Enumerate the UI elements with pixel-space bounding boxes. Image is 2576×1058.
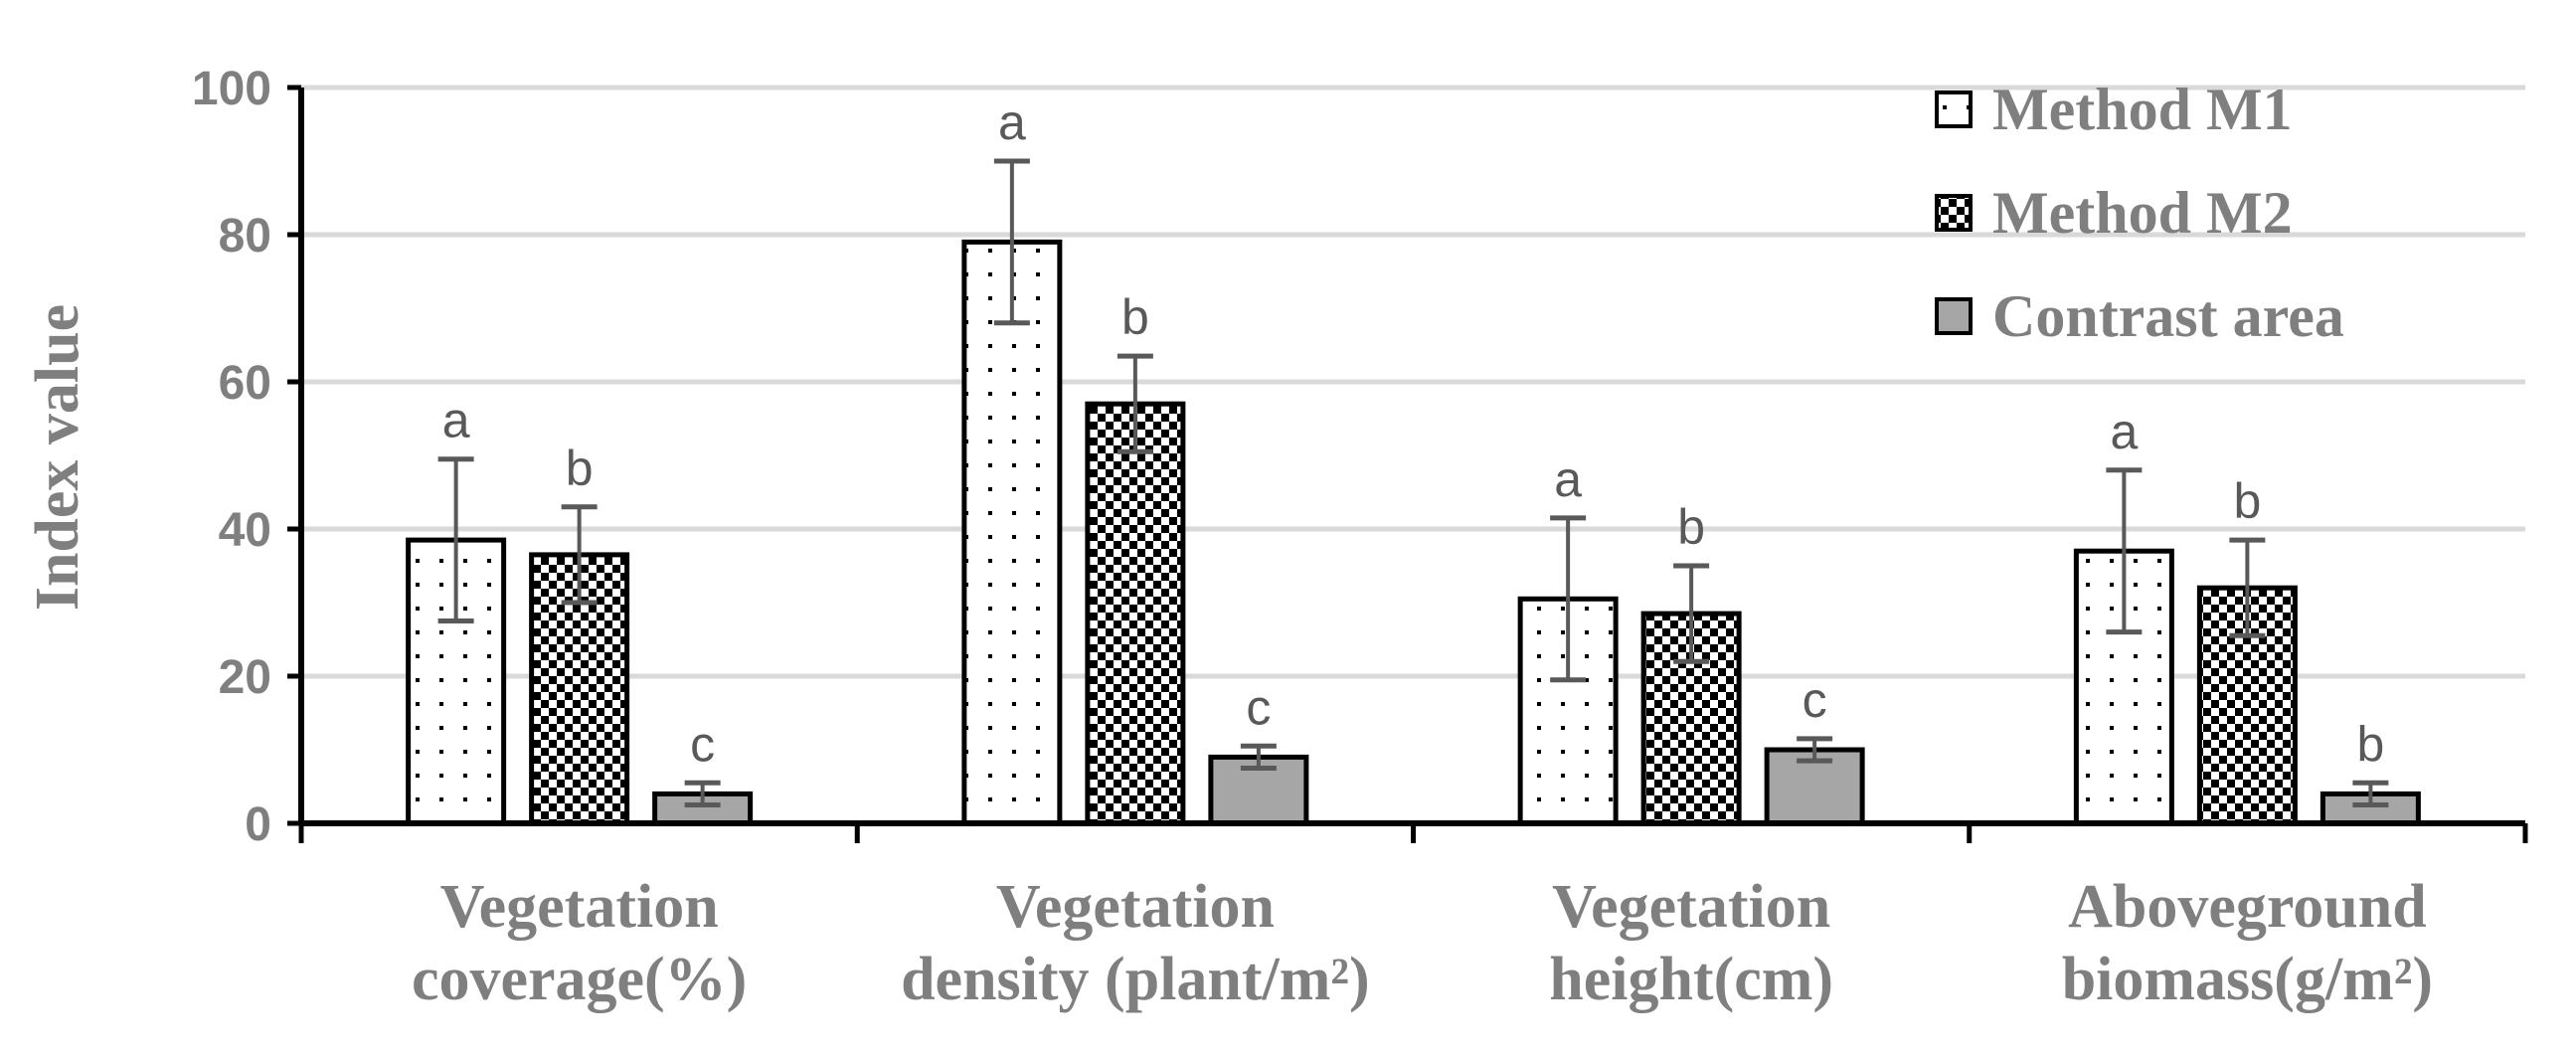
bar-method-m2 xyxy=(1085,401,1186,826)
legend-label: Method M2 xyxy=(1992,180,2293,246)
y-axis-ticks: 0 20 40 60 80 100 xyxy=(192,63,301,851)
x-category-label: height(cm) xyxy=(1549,946,1833,1013)
bar-method-m1 xyxy=(961,239,1063,826)
legend-label: Contrast area xyxy=(1992,283,2344,349)
x-category-label: density (plant/m²) xyxy=(901,946,1370,1013)
significance-letter: c xyxy=(690,716,715,772)
significance-letter: b xyxy=(566,441,594,496)
gridlines xyxy=(301,85,2525,679)
y-tick-label: 0 xyxy=(245,798,271,851)
significance-letter: b xyxy=(1677,499,1705,555)
y-axis-label: Index value xyxy=(24,304,91,611)
legend-swatch xyxy=(1935,90,1973,128)
legend: Method M1 Method M2 Contrast area xyxy=(1935,77,2344,349)
x-category-label: Vegetation xyxy=(440,873,719,941)
significance-letter: a xyxy=(1554,451,1582,507)
y-tick-label: 40 xyxy=(219,504,271,557)
x-category-label: Vegetation xyxy=(1552,873,1830,941)
y-tick-label: 60 xyxy=(219,357,271,410)
y-tick-label: 20 xyxy=(219,651,271,704)
significance-letter: b xyxy=(2233,473,2261,529)
legend-swatch xyxy=(1935,297,1973,335)
significance-letter: a xyxy=(2110,404,2138,459)
bars: a b c a b c a b c a b b xyxy=(406,94,2421,826)
bar-method-m2 xyxy=(529,552,630,826)
y-tick-label: 100 xyxy=(192,63,271,115)
significance-letter: c xyxy=(1246,679,1271,735)
significance-letter: c xyxy=(1803,672,1827,728)
y-tick-label: 80 xyxy=(219,210,271,263)
x-category-label: Aboveground xyxy=(2068,873,2427,941)
legend-swatch xyxy=(1935,194,1973,232)
legend-label: Method M1 xyxy=(1992,77,2293,142)
x-category-label: coverage(%) xyxy=(412,946,747,1013)
significance-letter: b xyxy=(1121,289,1149,345)
significance-letter: a xyxy=(442,393,470,448)
x-category-label: biomass(g/m²) xyxy=(2062,946,2433,1013)
significance-letter: b xyxy=(2356,716,2384,772)
x-category-label: Vegetation xyxy=(996,873,1275,941)
axes xyxy=(298,88,2528,843)
significance-letter: a xyxy=(998,94,1026,150)
